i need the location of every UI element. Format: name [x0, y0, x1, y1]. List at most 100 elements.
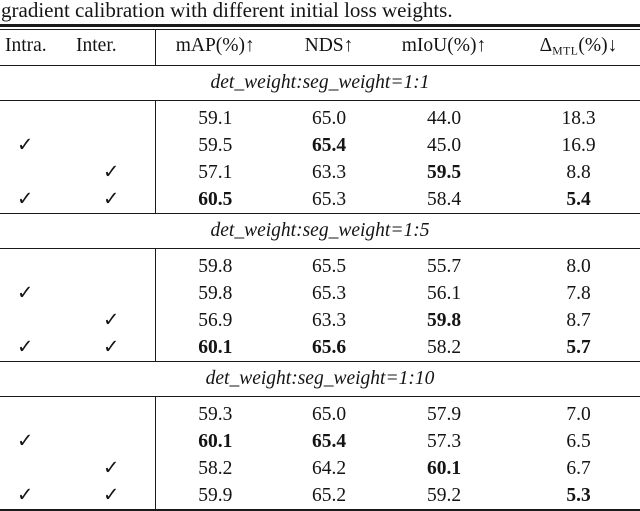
map-value: 57.1: [154, 158, 275, 186]
delta-value: 8.8: [566, 161, 591, 183]
inter-check-icon: ✓: [103, 161, 120, 183]
delta-value: 6.5: [566, 430, 591, 452]
miou-value: 59.8: [426, 309, 462, 331]
intra-empty-cell: [0, 159, 70, 186]
data-row: ✓ 59.8 65.3 56.1 7.8: [0, 279, 640, 307]
miou-value: 60.1: [426, 457, 462, 479]
nds-value: 63.3: [311, 309, 347, 331]
nds-value: 65.0: [311, 107, 347, 129]
data-row: ✓ 58.2 64.2 60.1 6.7: [0, 454, 640, 482]
miou-value: 59.5: [426, 161, 462, 183]
intra-empty-cell: [0, 248, 70, 280]
column-header-intra: Intra.: [0, 30, 70, 66]
data-row: ✓ 59.5 65.4 45.0 16.9: [0, 131, 640, 159]
column-header-map: mAP(%)↑: [154, 30, 275, 66]
data-row: ✓ 57.1 63.3 59.5 8.8: [0, 158, 640, 186]
delta-value: 18.3: [561, 107, 596, 129]
table-header: Intra. Inter. mAP(%)↑ NDS↑ mIoU(%)↑ ΔMTL…: [0, 30, 640, 66]
data-row: 59.3 65.0 57.9 7.0: [0, 396, 640, 428]
inter-check-icon: ✓: [103, 457, 120, 479]
results-table: Intra. Inter. mAP(%)↑ NDS↑ mIoU(%)↑ ΔMTL…: [0, 30, 640, 511]
miou-value: 58.4: [426, 188, 462, 210]
nds-value: 65.4: [311, 430, 347, 452]
delta-subscript: MTL: [552, 44, 579, 58]
miou-value: 55.7: [426, 255, 462, 277]
section-title: det_weight:seg_weight=1:1: [0, 64, 640, 101]
data-row: ✓ ✓ 60.5 65.3 58.4 5.4: [0, 185, 640, 213]
map-value: 59.8: [154, 279, 275, 307]
map-value: 59.9: [154, 481, 275, 510]
intra-check-icon: ✓: [17, 134, 34, 156]
nds-value: 65.4: [311, 134, 347, 156]
map-value: 59.3: [154, 396, 275, 428]
inter-empty-cell: [70, 248, 155, 280]
nds-value: 65.3: [311, 188, 347, 210]
delta-value: 5.7: [566, 336, 591, 358]
header-row: Intra. Inter. mAP(%)↑ NDS↑ mIoU(%)↑ ΔMTL…: [0, 30, 640, 66]
intra-empty-cell: [0, 455, 70, 482]
nds-value: 64.2: [311, 457, 347, 479]
section-title-row: det_weight:seg_weight=1:5: [0, 212, 640, 249]
miou-value: 56.1: [426, 282, 462, 304]
column-header-inter: Inter.: [70, 30, 155, 66]
delta-value: 7.8: [566, 282, 591, 304]
section-title: det_weight:seg_weight=1:5: [0, 212, 640, 249]
column-header-nds: NDS↑: [275, 30, 383, 66]
table-caption: gradient calibration with different init…: [1, 0, 453, 22]
section-title-row: det_weight:seg_weight=1:10: [0, 360, 640, 397]
inter-check-icon: ✓: [103, 336, 120, 358]
map-value: 56.9: [154, 306, 275, 334]
data-row: 59.1 65.0 44.0 18.3: [0, 100, 640, 132]
map-value: 58.2: [154, 454, 275, 482]
inter-check-icon: ✓: [103, 309, 120, 331]
delta-value: 5.3: [566, 484, 591, 506]
nds-value: 65.3: [311, 282, 347, 304]
data-row: ✓ ✓ 60.1 65.6 58.2 5.7: [0, 333, 640, 361]
nds-value: 65.6: [311, 336, 347, 358]
data-row: ✓ ✓ 59.9 65.2 59.2 5.3: [0, 481, 640, 510]
delta-value: 5.4: [566, 188, 591, 210]
delta-symbol: Δ: [539, 35, 553, 56]
intra-empty-cell: [0, 396, 70, 428]
nds-value: 63.3: [311, 161, 347, 183]
data-row: ✓ 60.1 65.4 57.3 6.5: [0, 427, 640, 455]
map-value: 60.1: [154, 333, 275, 361]
map-value: 59.5: [154, 131, 275, 159]
inter-empty-cell: [70, 132, 155, 159]
delta-value: 6.7: [566, 457, 591, 479]
miou-value: 58.2: [426, 336, 462, 358]
nds-value: 65.0: [311, 403, 347, 425]
miou-value: 45.0: [426, 134, 462, 156]
delta-value: 16.9: [561, 134, 596, 156]
delta-value: 8.0: [566, 255, 591, 277]
section-title: det_weight:seg_weight=1:10: [0, 360, 640, 397]
miou-value: 57.9: [426, 403, 462, 425]
nds-value: 65.2: [311, 484, 347, 506]
intra-check-icon: ✓: [17, 282, 34, 304]
inter-empty-cell: [70, 428, 155, 455]
top-double-rule: [0, 24, 640, 30]
delta-value: 7.0: [566, 403, 591, 425]
miou-value: 44.0: [426, 107, 462, 129]
inter-check-icon: ✓: [103, 188, 120, 210]
map-value: 60.5: [154, 185, 275, 213]
intra-check-icon: ✓: [17, 430, 34, 452]
intra-check-icon: ✓: [17, 484, 34, 506]
delta-units-arrow: (%)↓: [578, 35, 618, 56]
data-row: ✓ 56.9 63.3 59.8 8.7: [0, 306, 640, 334]
delta-value: 8.7: [566, 309, 591, 331]
inter-check-icon: ✓: [103, 484, 120, 506]
miou-value: 57.3: [426, 430, 462, 452]
intra-empty-cell: [0, 100, 70, 132]
column-header-miou: mIoU(%)↑: [383, 30, 505, 66]
table-body: det_weight:seg_weight=1:1 59.1 65.0 44.0 18.…: [0, 64, 640, 510]
intra-check-icon: ✓: [17, 188, 34, 210]
nds-value: 65.5: [311, 255, 347, 277]
inter-empty-cell: [70, 280, 155, 307]
map-value: 59.8: [154, 248, 275, 280]
intra-empty-cell: [0, 307, 70, 334]
map-value: 59.1: [154, 100, 275, 132]
map-value: 60.1: [154, 427, 275, 455]
inter-empty-cell: [70, 100, 155, 132]
